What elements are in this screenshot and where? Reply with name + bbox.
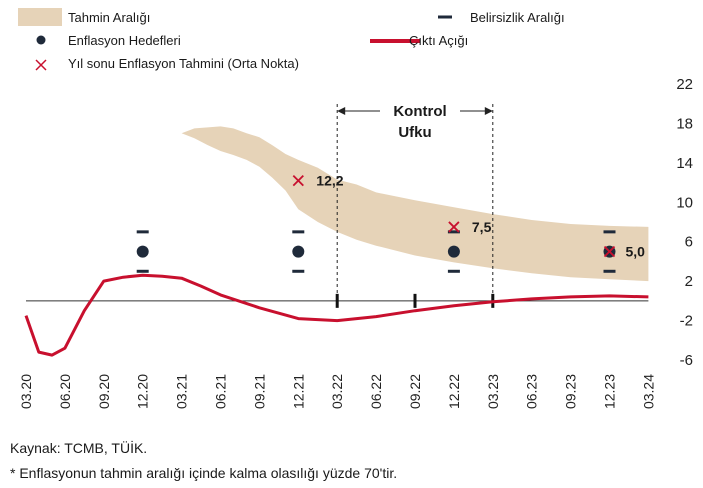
y-tick-label: -6 [680,352,693,369]
inflation-target-point [292,245,305,258]
legend-label-year-end: Yıl sonu Enflasyon Tahmini (Orta Nokta) [68,56,299,71]
legend-swatch-year-end [35,59,47,71]
legend-label-target: Enflasyon Hedefleri [68,33,181,48]
plot-area: 12,2 7,5 5,0 22 18 14 10 6 2 -2 -6 03.20 06.20 09.20 1… [18,76,693,409]
x-tick-label: 09.22 [407,374,423,409]
y-tick-label: 6 [685,234,693,251]
control-horizon-arrowhead-right [484,107,493,115]
x-tick-label: 03.22 [329,374,345,409]
y-tick-label: 22 [676,76,693,93]
legend-label-band: Tahmin Aralığı [68,10,150,25]
x-tick-label: 06.23 [524,374,540,409]
forecast-band [26,126,649,282]
control-horizon-label-2: Ufku [398,124,431,141]
legend-swatch-target [36,35,46,45]
year-end-label: 12,2 [316,173,343,189]
y-tick-label: 18 [676,115,693,132]
legend: Tahmin Aralığı Belirsizlik Aralığı Enfla… [18,8,565,71]
x-tick-label: 12.21 [290,374,306,409]
x-tick-label: 06.20 [57,374,73,409]
source-note: Kaynak: TCMB, TÜİK. [10,440,148,456]
legend-label-uncertainty: Belirsizlik Aralığı [470,10,565,25]
control-horizon-arrowhead-left [337,107,346,115]
y-tick-label: 10 [676,194,693,211]
inflation-target-point [447,245,460,258]
year-end-label: 7,5 [472,219,492,235]
inflation-target-point [136,245,149,258]
x-tick-label: 09.20 [96,374,112,409]
legend-label-output-gap: Çıktı Açığı [409,33,468,48]
year-end-marker [448,221,460,233]
year-end-label: 5,0 [626,244,646,260]
probability-note: * Enflasyonun tahmin aralığı içinde kalm… [10,465,398,481]
x-tick-label: 12.22 [446,374,462,409]
x-tick-label: 06.21 [213,374,229,409]
y-tick-label: -2 [680,313,693,330]
x-tick-label: 12.23 [602,374,618,409]
x-tick-label: 03.20 [18,374,34,409]
control-horizon-label-1: Kontrol [393,103,446,120]
x-tick-label: 12.20 [135,374,151,409]
legend-swatch-band [18,8,62,26]
x-tick-label: 06.22 [368,374,384,409]
x-tick-label: 03.24 [640,374,656,409]
year-end-marker [603,245,616,258]
x-tick-label: 09.23 [563,374,579,409]
y-tick-label: 14 [676,155,693,172]
y-tick-label: 2 [685,273,693,290]
year-end-marker [292,174,304,187]
x-tick-label: 03.21 [174,374,190,409]
x-tick-label: 09.21 [251,374,267,409]
x-tick-label: 03.23 [485,374,501,409]
output-gap-line [24,273,649,357]
